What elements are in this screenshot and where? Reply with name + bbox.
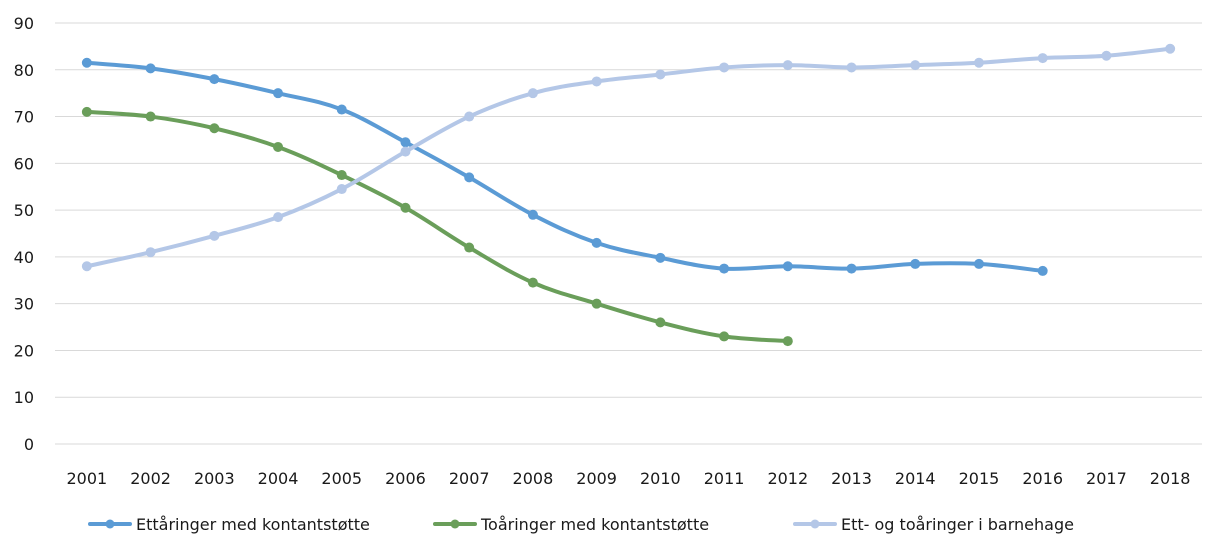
x-tick-label: 2009 [576,469,617,488]
data-point [209,74,220,85]
data-point [973,57,984,68]
x-tick-label: 2010 [640,469,681,488]
y-tick-label: 60 [14,154,34,173]
legend-label: Ett- og toåringer i barnehage [841,515,1074,534]
legend-item: Toåringer med kontantstøtte [433,515,709,534]
y-tick-label: 50 [14,201,34,220]
data-point [400,202,411,213]
data-point [209,230,220,241]
x-tick-label: 2015 [959,469,1000,488]
data-series [81,43,1176,347]
legend-label: Toåringer med kontantstøtte [480,515,709,534]
data-point [145,247,156,258]
data-point [400,146,411,157]
data-point [273,141,284,152]
y-tick-label: 90 [14,14,34,33]
data-point [527,277,538,288]
series-line [84,109,790,344]
x-tick-label: 2014 [895,469,936,488]
y-axis-labels: 0 10 20 30 40 50 60 70 80 90 [14,14,34,454]
data-point [655,252,666,263]
data-point [719,62,730,73]
legend: Ettåringer med kontantstøtte Toåringer me… [88,515,1074,534]
x-tick-label: 2011 [704,469,745,488]
data-point [145,63,156,74]
series-3 [81,43,1176,272]
data-point [464,172,475,183]
x-tick-label: 2008 [513,469,554,488]
data-point [782,261,793,272]
x-tick-label: 2006 [385,469,426,488]
data-point [336,170,347,181]
x-tick-label: 2004 [258,469,299,488]
gridlines [55,22,1202,445]
y-tick-label: 10 [14,388,34,407]
data-point [1101,50,1112,61]
data-point [145,111,156,122]
data-point [846,62,857,73]
x-tick-label: 2005 [321,469,362,488]
legend-label: Ettåringer med kontantstøtte [136,515,370,534]
y-tick-label: 70 [14,108,34,127]
data-point [591,76,602,87]
data-point [336,184,347,195]
data-point [273,212,284,223]
x-tick-label: 2012 [767,469,808,488]
data-point [464,111,475,122]
data-point [655,69,666,80]
x-tick-label: 2002 [130,469,171,488]
x-tick-label: 2003 [194,469,235,488]
x-tick-label: 2017 [1086,469,1127,488]
data-point [464,242,475,253]
legend-marker [450,519,460,529]
y-tick-label: 20 [14,341,34,360]
data-point [846,263,857,274]
series-1 [81,57,1048,276]
x-tick-label: 2013 [831,469,872,488]
series-2 [81,106,793,347]
data-point [719,331,730,342]
data-point [782,336,793,347]
data-point [719,263,730,274]
x-tick-label: 2007 [449,469,490,488]
series-line [84,60,1045,273]
data-point [81,57,92,68]
x-axis-labels: 2001 2002 2003 2004 2005 2006 2007 2008 2009 2010… [67,469,1191,488]
legend-item: Ett- og toåringer i barnehage [793,515,1074,534]
data-point [910,60,921,71]
data-point [81,106,92,117]
x-tick-label: 2018 [1150,469,1191,488]
data-point [527,209,538,220]
data-point [1165,43,1176,54]
y-tick-label: 40 [14,248,34,267]
legend-item: Ettåringer med kontantstøtte [88,515,370,534]
data-point [81,261,92,272]
data-point [527,88,538,99]
data-point [336,104,347,115]
y-tick-label: 30 [14,295,34,314]
data-point [273,88,284,99]
data-point [209,123,220,134]
data-point [591,237,602,248]
data-point [910,258,921,269]
series-line [84,46,1173,269]
x-tick-label: 2016 [1022,469,1063,488]
legend-marker [810,519,820,529]
data-point [1037,265,1048,276]
data-point [591,298,602,309]
data-point [782,60,793,71]
y-tick-label: 80 [14,61,34,80]
x-tick-label: 2001 [67,469,108,488]
y-tick-label: 0 [24,435,34,454]
data-point [400,137,411,148]
data-point [973,258,984,269]
data-point [1037,53,1048,64]
legend-marker [105,519,115,529]
data-point [655,317,666,328]
